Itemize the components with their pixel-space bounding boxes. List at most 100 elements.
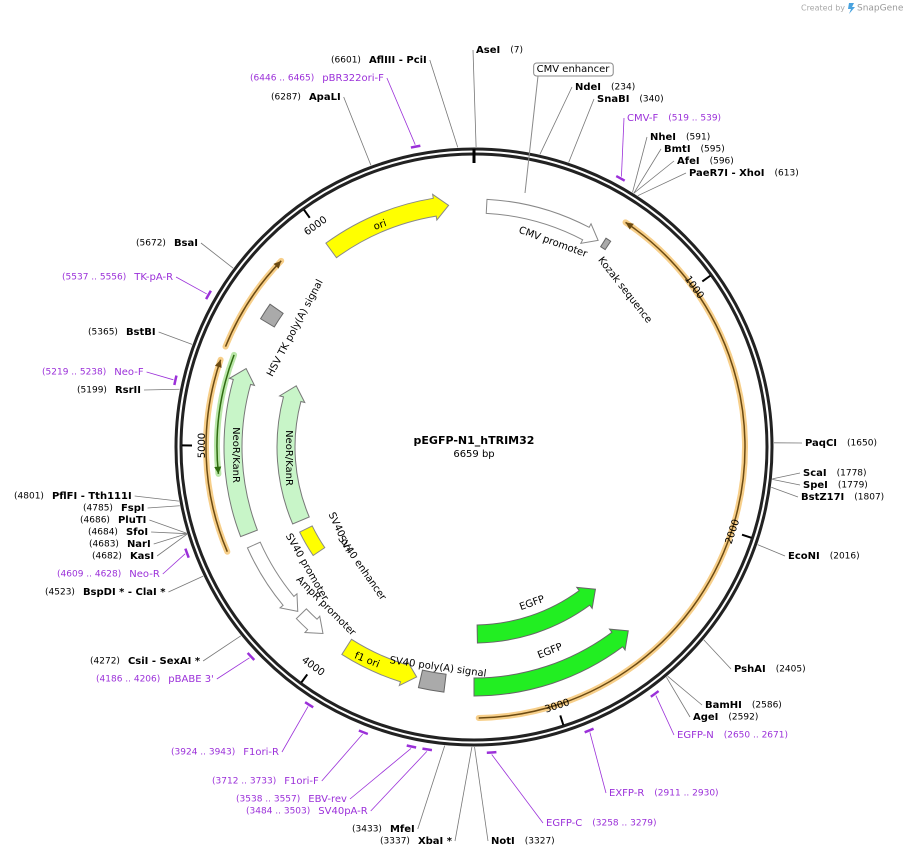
- f1-ori: [341, 638, 418, 687]
- label-detail: (4272): [90, 657, 120, 667]
- label-name: EGFP-N: [677, 730, 714, 741]
- leader-line: [772, 472, 801, 480]
- label-name: F1ori-R: [243, 747, 279, 758]
- label-detail: (596): [710, 157, 734, 167]
- label-detail: (7): [510, 46, 523, 56]
- ori: [325, 193, 450, 259]
- label-detail: (4801): [14, 492, 44, 502]
- primer-mark: [173, 375, 178, 386]
- label-name: SpeI: [803, 480, 828, 491]
- egfp: [473, 628, 629, 697]
- label-name: RsrII: [115, 385, 141, 396]
- label-detail: (4682): [92, 552, 122, 562]
- plasmid-length: 6659 bp: [453, 449, 494, 460]
- sv40-polya: [417, 669, 447, 693]
- label-name: BmtI: [664, 144, 691, 155]
- label-name: Neo-F: [114, 367, 144, 378]
- label-name: XbaI *: [418, 836, 453, 847]
- label-detail: (3433): [352, 825, 382, 835]
- label-name: PaeR7I - XhoI: [689, 168, 765, 179]
- label-name: NdeI: [575, 82, 601, 93]
- leader-line: [568, 98, 595, 163]
- label-detail: (4686): [80, 516, 110, 526]
- leader-line: [633, 160, 675, 194]
- label-name: NarI: [127, 539, 151, 550]
- label-name: F1ori-F: [284, 776, 319, 787]
- feature-label: NeoR/KanR: [283, 430, 294, 486]
- label-name: Neo-R: [129, 569, 160, 580]
- leader-line: [281, 706, 309, 753]
- leader-line: [162, 553, 186, 575]
- label-name: KasI: [130, 551, 154, 562]
- feature-label: SV40 enhancer: [335, 534, 388, 603]
- ruler-label: 5000: [197, 433, 208, 459]
- label-detail: (595): [701, 145, 725, 155]
- label-detail: (2592): [728, 713, 758, 723]
- leader-line: [147, 505, 180, 509]
- sv40-ori: [298, 525, 326, 557]
- primer-mark: [184, 548, 190, 559]
- label-detail: (2405): [776, 665, 806, 675]
- leader-line: [417, 745, 446, 830]
- primer-mark: [358, 729, 369, 736]
- leader-line: [454, 746, 473, 842]
- orange-arc: [205, 359, 228, 553]
- egfp: [476, 586, 597, 644]
- label-name: AgeI: [693, 712, 718, 723]
- leader-line: [589, 732, 607, 794]
- ruler-tick: [300, 673, 309, 684]
- label-detail: (6601): [331, 56, 361, 66]
- label-detail: (2911 .. 2930): [654, 789, 718, 799]
- feature-label: Kozak sequence: [595, 255, 653, 325]
- leader-line: [146, 371, 174, 381]
- ruler-label: 6000: [302, 214, 329, 238]
- feature-label: ori: [372, 218, 388, 233]
- label-detail: (1650): [847, 439, 877, 449]
- label-detail: (591): [686, 133, 710, 143]
- label-name: SV40pA-R: [318, 806, 367, 817]
- label-detail: (2650 .. 2671): [724, 731, 788, 741]
- feature-label: HSV TK poly(A) signal: [265, 278, 326, 379]
- leader-line: [343, 96, 372, 166]
- leader-line: [539, 86, 573, 155]
- label-detail: (5365): [88, 328, 118, 338]
- label-detail: (5537 .. 5556): [62, 273, 126, 283]
- label-detail: (5219 .. 5238): [42, 368, 106, 378]
- orange-arc: [224, 260, 282, 347]
- label-name: AfeI: [677, 156, 700, 167]
- leader-line: [349, 748, 412, 800]
- leader-line: [772, 479, 801, 486]
- hsv-tk-polya: [259, 303, 284, 328]
- leader-line: [168, 575, 204, 593]
- insert-arc-head: [625, 222, 634, 230]
- label-name: pBR322ori-F: [322, 73, 384, 84]
- orange-arc-head: [214, 359, 222, 368]
- leader-line: [149, 519, 187, 534]
- primer-mark: [486, 750, 497, 754]
- primer-mark: [584, 727, 595, 734]
- label-name: SnaBI: [597, 94, 629, 105]
- cmv-promoter: [485, 198, 599, 244]
- leader-line: [386, 77, 416, 145]
- label-detail: (4523): [45, 588, 75, 598]
- leader-line: [370, 751, 428, 812]
- label-name: EGFP-C: [546, 818, 582, 829]
- plasmid-name: pEGFP-N1_hTRIM32: [414, 434, 535, 447]
- label-name: AseI: [476, 45, 500, 56]
- ruler-label: 1000: [682, 274, 706, 301]
- leader-line: [491, 754, 544, 824]
- label-detail: (5199): [77, 386, 107, 396]
- label-detail: (3924 .. 3943): [171, 748, 235, 758]
- leader-line: [474, 746, 489, 842]
- label-detail: (613): [775, 169, 799, 179]
- label-detail: (2016): [830, 552, 860, 562]
- primer-mark: [615, 174, 626, 182]
- ruler-tick: [303, 209, 311, 219]
- feature-label: EGFP: [536, 642, 564, 662]
- leader-line: [153, 533, 187, 545]
- primer-mark: [410, 144, 421, 149]
- label-name: BspDI * - ClaI *: [83, 587, 166, 598]
- label-detail: (1778): [837, 469, 867, 479]
- label-name: PflFI - Tth111I: [52, 491, 132, 502]
- leader-line: [637, 172, 687, 197]
